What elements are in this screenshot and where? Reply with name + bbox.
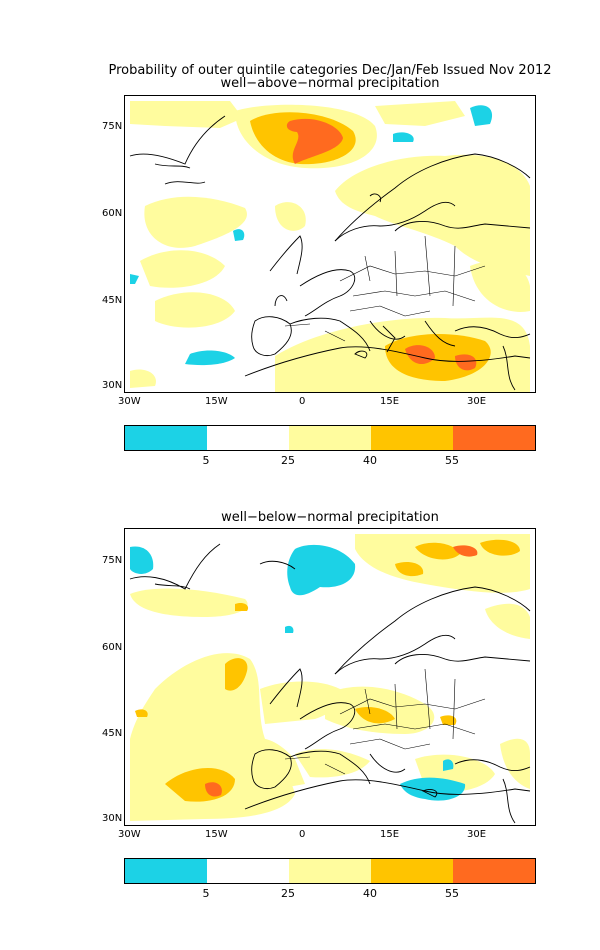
p2-lon-30w: 30W bbox=[118, 829, 141, 840]
map-2-prob-below-5 bbox=[130, 544, 466, 801]
p2-lon-15e: 15E bbox=[380, 829, 400, 840]
colorbar-2-swatch-orange bbox=[371, 859, 453, 883]
m1-y-westatl bbox=[144, 196, 247, 248]
map-panel-below-normal bbox=[124, 528, 536, 826]
map-1-prob-55-plus bbox=[286, 118, 477, 371]
p2-lon-15w: 15W bbox=[205, 829, 228, 840]
m2-o-n bbox=[395, 562, 424, 577]
colorbar-1-label-40: 40 bbox=[363, 454, 377, 467]
p1-lat-60n: 60N bbox=[102, 208, 123, 219]
colorbar-2-swatch-darkorange bbox=[453, 859, 535, 883]
m2-o-ne1 bbox=[415, 542, 460, 560]
m2-o-ne2 bbox=[480, 539, 520, 556]
m2-o-central bbox=[355, 707, 395, 724]
m2-o-iceland bbox=[235, 602, 249, 611]
panel-2-subtitle: well−below−normal precipitation bbox=[221, 510, 439, 525]
m1-y-topright-belt bbox=[375, 101, 465, 126]
colorbar-2-label-25: 25 bbox=[281, 887, 295, 900]
p1-lat-75n: 75N bbox=[102, 121, 123, 132]
m1-y-ibtop bbox=[275, 202, 306, 231]
p1-lat-30n: 30N bbox=[102, 380, 123, 391]
colorbar-2 bbox=[124, 858, 536, 884]
m2-c-greece bbox=[400, 777, 466, 801]
panel-1-subtitle: well−above−normal precipitation bbox=[220, 76, 440, 91]
colorbar-1-swatch-darkorange bbox=[453, 426, 535, 450]
p1-lat-45n: 45N bbox=[102, 295, 123, 306]
colorbar-1-label-55: 55 bbox=[445, 454, 459, 467]
colorbar-1 bbox=[124, 425, 536, 451]
p2-lon-0: 0 bbox=[299, 829, 306, 840]
m2-c-nw bbox=[130, 546, 154, 574]
m2-r-ne bbox=[453, 545, 478, 557]
p1-lon-30w: 30W bbox=[118, 396, 141, 407]
m2-y-westatl bbox=[130, 653, 295, 821]
map-1-svg bbox=[129, 101, 531, 392]
map-2-prob-55-plus bbox=[205, 545, 478, 797]
colorbar-1-label-25: 25 bbox=[281, 454, 295, 467]
m1-c-n bbox=[393, 132, 414, 142]
m2-y-westband bbox=[130, 588, 248, 617]
m2-o-eastmed bbox=[440, 715, 457, 725]
m2-o-smallw bbox=[135, 709, 148, 717]
colorbar-2-swatch-white bbox=[207, 859, 289, 883]
p1-lon-15w: 15W bbox=[205, 396, 228, 407]
m1-c-sw bbox=[185, 350, 235, 366]
p2-lat-75n: 75N bbox=[102, 555, 123, 566]
colorbar-1-swatch-cyan bbox=[125, 426, 207, 450]
colorbar-2-label-40: 40 bbox=[363, 887, 377, 900]
map-1-borders bbox=[284, 235, 486, 342]
p1-lon-30e: 30E bbox=[467, 396, 487, 407]
colorbar-2-swatch-cyan bbox=[125, 859, 207, 883]
map-2-svg bbox=[129, 534, 531, 824]
p1-lon-15e: 15E bbox=[380, 396, 400, 407]
m2-r-sw bbox=[205, 782, 222, 797]
p2-lat-60n: 60N bbox=[102, 642, 123, 653]
p2-lat-30n: 30N bbox=[102, 813, 123, 824]
figure-title: Probability of outer quintile categories… bbox=[108, 63, 552, 78]
map-2-borders bbox=[284, 668, 486, 775]
m2-c-small bbox=[285, 625, 294, 633]
m2-y-france bbox=[260, 681, 341, 724]
m1-r-med2 bbox=[455, 354, 477, 371]
m1-y-midatl bbox=[140, 250, 225, 288]
colorbar-2-label-5: 5 bbox=[202, 887, 210, 900]
m2-y-iberia bbox=[250, 738, 305, 791]
colorbar-2-label-55: 55 bbox=[445, 887, 459, 900]
m1-c-ne bbox=[470, 105, 493, 126]
m2-o-west bbox=[225, 658, 248, 691]
m1-c-w bbox=[233, 229, 245, 241]
colorbar-1-swatch-orange bbox=[371, 426, 453, 450]
m2-c-n bbox=[287, 544, 356, 596]
map-2-prob-25-40 bbox=[130, 534, 530, 821]
map-1-prob-below-5 bbox=[130, 105, 493, 366]
map-1-coastlines bbox=[129, 115, 531, 391]
m1-y-east bbox=[470, 261, 530, 312]
m2-y-rightmid bbox=[485, 603, 530, 639]
m2-c-aegean bbox=[443, 759, 454, 771]
colorbar-1-swatch-white bbox=[207, 426, 289, 450]
m1-y-scandinavia bbox=[335, 154, 530, 276]
p1-lon-0: 0 bbox=[299, 396, 306, 407]
colorbar-2-swatch-lightyellow bbox=[289, 859, 371, 883]
p2-lat-45n: 45N bbox=[102, 728, 123, 739]
m1-c-edge bbox=[130, 274, 139, 284]
m1-y-topleft bbox=[130, 101, 243, 128]
m1-r-med1 bbox=[405, 345, 435, 365]
m1-y-westmid bbox=[155, 292, 235, 328]
map-2-coastlines bbox=[129, 543, 531, 824]
m2-y-rightedge bbox=[500, 738, 530, 789]
m2-y-med bbox=[295, 749, 370, 778]
p2-lon-30e: 30E bbox=[467, 829, 487, 840]
map-panel-above-normal bbox=[124, 95, 536, 393]
colorbar-1-swatch-lightyellow bbox=[289, 426, 371, 450]
m1-r-pole bbox=[286, 118, 343, 164]
colorbar-1-label-5: 5 bbox=[202, 454, 210, 467]
m1-y-smallleft bbox=[130, 369, 156, 388]
